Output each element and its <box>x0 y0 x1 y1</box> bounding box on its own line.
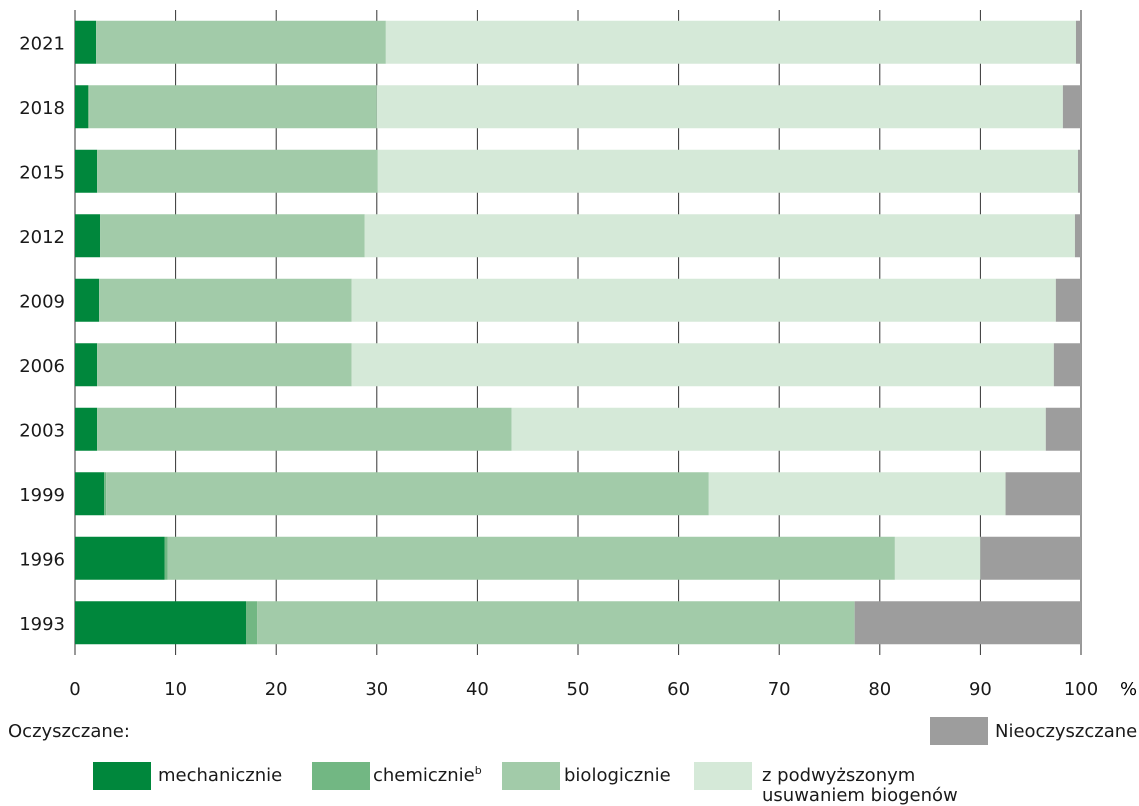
bar-2015-series-0 <box>75 149 98 193</box>
y-tick-label-2006: 2006 <box>19 356 65 377</box>
bar-2012-series-2 <box>100 214 365 258</box>
y-tick-label-2015: 2015 <box>19 162 65 183</box>
x-tick-label-0: 0 <box>69 679 80 700</box>
x-tick-label-10: 10 <box>164 679 187 700</box>
legend-label-chemical: chemicznieb <box>373 764 482 786</box>
bar-1996-series-2 <box>167 536 895 580</box>
bar-2018-series-2 <box>89 85 377 129</box>
legend-swatch-nutrient-removal <box>694 762 752 790</box>
y-tick-label-1999: 1999 <box>19 485 65 506</box>
bar-1996-series-0 <box>75 536 165 580</box>
bar-1993-series-2 <box>257 601 855 645</box>
bar-1996-series-4 <box>980 536 1081 580</box>
x-tick-labels: 0 10 20 30 40 50 60 70 80 90 100 <box>69 679 1098 700</box>
bar-2003-series-4 <box>1045 407 1081 451</box>
legend-label-chemical-text: chemicznie <box>373 765 475 786</box>
bar-2015-series-4 <box>1077 149 1081 193</box>
bar-2021-series-0 <box>75 20 97 64</box>
bar-2015-series-3 <box>377 149 1078 193</box>
bars <box>75 20 1081 645</box>
x-tick-label-20: 20 <box>265 679 288 700</box>
x-tick-label-60: 60 <box>667 679 690 700</box>
x-tick-label-80: 80 <box>868 679 891 700</box>
bar-1999-series-3 <box>708 472 1006 516</box>
bar-1996-series-1 <box>164 536 168 580</box>
legend-label-unpurified: Nieoczyszczane <box>995 721 1138 742</box>
bar-2018-series-4 <box>1062 85 1081 129</box>
bar-1993-series-1 <box>246 601 258 645</box>
y-tick-label-2003: 2003 <box>19 420 65 441</box>
y-tick-label-1993: 1993 <box>19 614 65 635</box>
bar-2012-series-4 <box>1074 214 1081 258</box>
bar-2018-series-0 <box>75 85 89 129</box>
bar-1999-series-2 <box>106 472 709 516</box>
bar-2009-series-0 <box>75 278 100 322</box>
y-tick-label-1996: 1996 <box>19 549 65 570</box>
x-tick-label-40: 40 <box>466 679 489 700</box>
x-tick-label-70: 70 <box>768 679 791 700</box>
bar-2003-series-0 <box>75 407 98 451</box>
legend-label-chemical-sup: b <box>474 764 482 777</box>
bar-2018-series-1 <box>88 85 90 129</box>
bar-2012-series-3 <box>364 214 1075 258</box>
y-tick-label-2021: 2021 <box>19 33 65 54</box>
bar-2003-series-3 <box>511 407 1046 451</box>
bar-2006-series-3 <box>351 343 1054 387</box>
bar-2009-series-2 <box>99 278 352 322</box>
bar-1999-series-0 <box>75 472 105 516</box>
bar-2012-series-0 <box>75 214 101 258</box>
bar-1996-series-3 <box>894 536 981 580</box>
x-tick-label-50: 50 <box>567 679 590 700</box>
bar-1999-series-4 <box>1005 472 1081 516</box>
legend-label-mechanical: mechanicznie <box>158 765 283 786</box>
bar-2003-series-2 <box>97 407 512 451</box>
legend-swatch-mechanical <box>93 762 151 790</box>
legend-swatch-biological <box>502 762 560 790</box>
bar-1993-series-4 <box>854 601 1081 645</box>
bar-2009-series-3 <box>351 278 1056 322</box>
bar-2021-series-4 <box>1075 20 1081 64</box>
legend-label-biological: biologicznie <box>564 765 671 786</box>
bar-2009-series-4 <box>1055 278 1081 322</box>
bar-2021-series-3 <box>385 20 1076 64</box>
bar-2018-series-3 <box>376 85 1063 129</box>
x-tick-label-90: 90 <box>969 679 992 700</box>
x-unit-label: % <box>1120 679 1137 700</box>
bar-2006-series-4 <box>1053 343 1081 387</box>
bar-1999-series-1 <box>104 472 107 516</box>
bar-2021-series-2 <box>96 20 386 64</box>
y-tick-labels: 1993 1996 1999 2003 2006 2009 2012 2015 2018 2021 <box>19 33 65 635</box>
y-tick-label-2012: 2012 <box>19 227 65 248</box>
bar-2015-series-2 <box>97 149 378 193</box>
y-tick-label-2009: 2009 <box>19 291 65 312</box>
bar-2006-series-0 <box>75 343 98 387</box>
bar-2006-series-2 <box>97 343 352 387</box>
x-tick-label-100: 100 <box>1064 679 1098 700</box>
bar-1993-series-0 <box>75 601 247 645</box>
y-tick-label-2018: 2018 <box>19 98 65 119</box>
legend-group-title: Oczyszczane: <box>8 721 130 742</box>
legend-swatch-chemical <box>312 762 370 790</box>
legend-label-nutrient-removal: z podwyższonym usuwaniem biogenów <box>762 766 958 806</box>
x-tick-label-30: 30 <box>365 679 388 700</box>
legend-swatch-unpurified <box>930 717 988 745</box>
